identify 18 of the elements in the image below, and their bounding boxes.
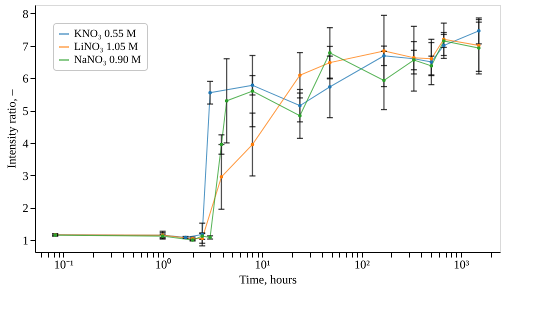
x-tick-label: 10³	[454, 258, 470, 272]
x-tick-label: 10⁰	[155, 258, 172, 272]
x-tick-label: 10²	[354, 258, 370, 272]
y-tick-label: 7	[22, 39, 28, 54]
y-tick-label: 2	[22, 201, 28, 216]
x-tick-label: 10¹	[254, 258, 271, 272]
y-tick-label: 8	[22, 6, 28, 21]
x-tick-label: 10⁻¹	[54, 258, 74, 272]
y-tick-label: 4	[22, 136, 28, 150]
y-tick-label: 3	[22, 168, 28, 183]
x-axis-title: Time, hours	[239, 272, 298, 286]
legend-label: LiNO₃ 1.05 M	[74, 41, 138, 53]
legend-label: NaNO₃ 0.90 M	[74, 54, 142, 66]
y-tick-label: 1	[22, 234, 28, 248]
legend-label: KNO₃ 0.55 M	[74, 28, 136, 40]
y-tick-label: 6	[22, 72, 28, 86]
y-tick-label: 5	[22, 104, 28, 118]
y-axis-title: Intensity ratio, –	[4, 88, 18, 168]
